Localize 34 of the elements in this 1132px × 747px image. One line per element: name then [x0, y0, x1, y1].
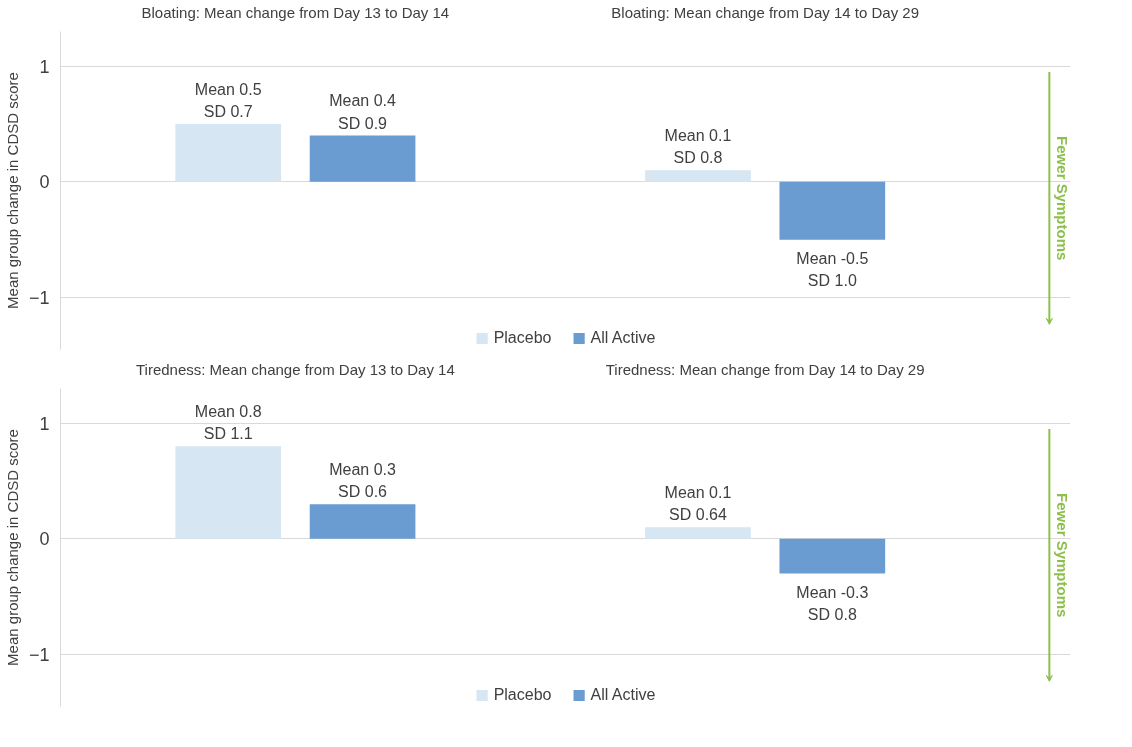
x-tick-label: Tiredness: Mean change from Day 14 to Day 29 — [605, 360, 925, 378]
x-tick-label: Bloating: Mean change from Day 13 to Day 14 — [141, 3, 450, 21]
y-tick-label: 0 — [39, 172, 50, 193]
bar — [175, 446, 282, 539]
data-label: Mean 0.1 SD 0.8 — [664, 127, 732, 167]
bar — [645, 527, 751, 539]
y-tick-label: 1 — [39, 413, 50, 434]
annotation: Fewer Symptoms — [1054, 136, 1072, 261]
data-label: Mean -0.5 SD 1.0 — [796, 249, 869, 289]
data-label: Mean -0.3 SD 0.8 — [796, 583, 869, 623]
bar — [645, 170, 751, 182]
legend-label: All Active — [590, 329, 656, 347]
data-label: Mean 0.4 SD 0.9 — [329, 92, 397, 132]
legend-label: Placebo — [493, 329, 552, 347]
x-tick-label: Tiredness: Mean change from Day 13 to Day 14 — [136, 360, 455, 378]
y-axis-title: Mean group change in CDSD score — [3, 72, 21, 309]
bar — [309, 504, 416, 539]
y-tick-label: 1 — [39, 56, 50, 77]
bar — [175, 124, 282, 182]
y-tick-label: 0 — [39, 529, 50, 550]
x-tick-label: Bloating: Mean change from Day 14 to Day 29 — [611, 3, 919, 21]
data-label: Mean 0.3 SD 0.6 — [329, 461, 397, 501]
bar — [779, 538, 886, 574]
annotation: Fewer Symptoms — [1054, 493, 1072, 618]
bar — [779, 181, 886, 240]
bar — [309, 135, 416, 182]
y-axis-title: Mean group change in CDSD score — [3, 429, 21, 666]
legend-label: All Active — [590, 686, 656, 704]
y-tick-label: −1 — [28, 644, 50, 665]
y-tick-label: −1 — [28, 287, 50, 308]
data-label: Mean 0.8 SD 1.1 — [194, 403, 262, 443]
data-label: Mean 0.5 SD 0.7 — [194, 80, 262, 121]
legend-label: Placebo — [493, 686, 552, 704]
data-label: Mean 0.1 SD 0.64 — [664, 484, 732, 524]
